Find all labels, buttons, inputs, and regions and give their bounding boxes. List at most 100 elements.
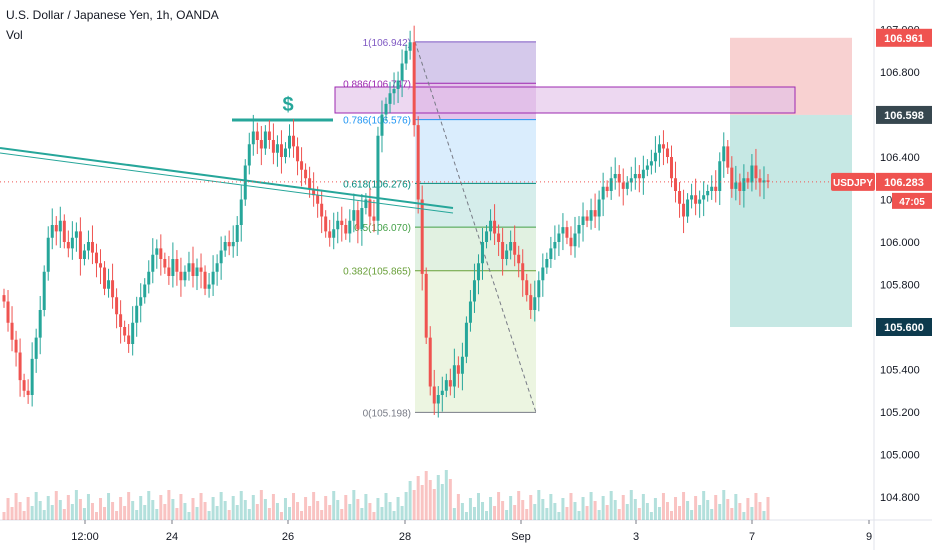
candle-body	[111, 280, 115, 298]
fib-zone	[415, 119, 536, 184]
supply-zone-box[interactable]	[334, 86, 796, 114]
volume-bar	[332, 491, 336, 520]
volume-bar	[485, 511, 489, 520]
candle-body	[400, 63, 404, 81]
countdown-box	[892, 192, 932, 209]
volume-bar	[139, 496, 143, 520]
volume-bar	[360, 508, 364, 520]
fib-level-label: 0.382(105.865)	[343, 267, 411, 278]
volume-bar	[581, 497, 585, 520]
candle-body	[223, 242, 227, 251]
volume-bar	[171, 499, 175, 520]
volume-bar	[569, 493, 573, 520]
volume-bar	[86, 494, 90, 520]
candle-body	[34, 337, 38, 359]
volume-bar	[481, 502, 485, 520]
dollar-annotation: $	[282, 94, 293, 116]
candle-body	[356, 210, 360, 230]
candle-body	[119, 314, 123, 327]
candle-body	[78, 231, 82, 259]
candle-body	[601, 186, 605, 200]
volume-bar	[637, 508, 641, 520]
candle-body	[66, 242, 70, 249]
volume-bar	[384, 493, 388, 520]
volume-bar	[191, 498, 195, 520]
countdown-text: 47:05	[899, 197, 925, 208]
y-tick-label: 105.400	[880, 365, 920, 377]
volume-bar	[34, 492, 38, 520]
candle-body	[247, 144, 251, 166]
candle-body	[738, 182, 742, 191]
candle-body	[448, 380, 452, 387]
volume-bar	[70, 504, 74, 520]
candle-body	[509, 242, 513, 251]
candle-body	[155, 248, 159, 255]
volume-bar	[151, 500, 155, 520]
candle-body	[215, 263, 219, 272]
candle-body	[706, 191, 710, 196]
candle-body	[669, 157, 673, 179]
volume-bar	[2, 512, 6, 520]
candle-body	[452, 365, 456, 387]
candle-body	[328, 231, 332, 238]
candle-body	[730, 167, 734, 189]
volume-bar	[271, 494, 275, 520]
candle-body	[625, 182, 629, 189]
candle-body	[296, 146, 300, 162]
candle-body	[456, 365, 460, 374]
candle-body	[82, 250, 86, 259]
volume-bar	[82, 508, 86, 520]
candle-body	[412, 42, 416, 126]
candle-body	[131, 322, 135, 344]
volume-bar	[641, 494, 645, 520]
candle-body	[38, 310, 42, 338]
candle-body	[657, 144, 661, 153]
volume-bar	[408, 481, 412, 520]
volume-bar	[336, 500, 340, 520]
descending-trendline-2[interactable]	[0, 152, 454, 214]
descending-trendline[interactable]	[0, 147, 454, 209]
volume-bar	[444, 470, 448, 520]
candle-body	[758, 178, 762, 183]
volume-bar	[348, 504, 352, 520]
volume-bar	[78, 499, 82, 520]
price-label-box	[876, 105, 932, 124]
volume-bar	[380, 507, 384, 520]
candle-body	[493, 220, 497, 234]
candle-body	[621, 182, 625, 189]
volume-bar	[223, 501, 227, 520]
volume-bar	[255, 504, 259, 520]
candle-body	[175, 259, 179, 272]
y-tick-label: 105.000	[880, 450, 920, 462]
volume-bar	[750, 507, 754, 520]
candle-body	[376, 135, 380, 221]
volume-bar	[404, 492, 408, 520]
candle-body	[10, 322, 14, 340]
volume-bar	[416, 476, 420, 520]
volume-bar	[665, 502, 669, 520]
candle-body	[722, 146, 726, 162]
x-tick-label: Sep	[511, 531, 531, 543]
volume-bar	[187, 512, 191, 520]
candle-body	[115, 297, 119, 315]
y-tick-label: 105.800	[880, 280, 920, 292]
volume-bar	[501, 501, 505, 520]
volume-bar	[698, 505, 702, 520]
volume-bar	[452, 508, 456, 520]
candle-body	[135, 305, 139, 323]
candle-body	[513, 242, 517, 255]
volume-bar	[14, 493, 18, 520]
candle-body	[537, 280, 541, 298]
candle-body	[750, 165, 754, 183]
volume-bar	[74, 490, 78, 520]
volume-bar	[412, 490, 416, 520]
volume-bar	[420, 485, 424, 520]
volume-bar	[678, 506, 682, 520]
volume-bar	[119, 497, 123, 520]
volume-bar	[159, 495, 163, 520]
candle-body	[159, 248, 163, 259]
candle-body	[163, 259, 167, 268]
volume-bar	[275, 503, 279, 520]
